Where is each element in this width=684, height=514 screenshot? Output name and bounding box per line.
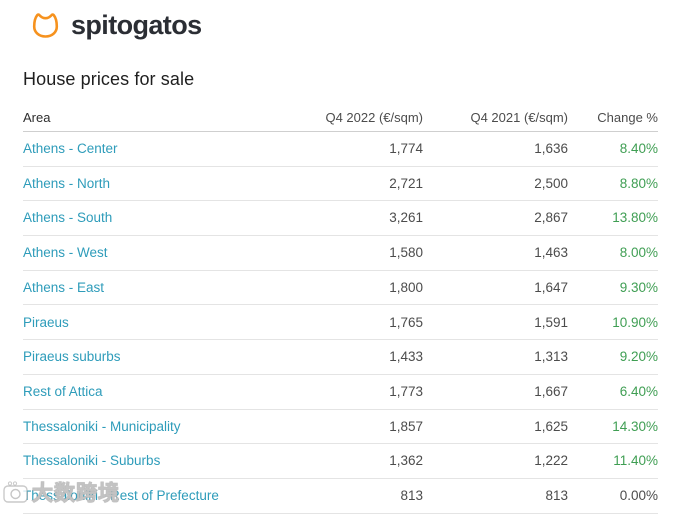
table-row: Thessaloniki - Rest of Prefecture 813 81…: [23, 479, 658, 514]
area-link[interactable]: Thessaloniki - Suburbs: [23, 453, 161, 469]
change-value: 8.80%: [619, 175, 658, 191]
house-prices-table: Area Q4 2022 (€/sqm) Q4 2021 (€/sqm) Cha…: [23, 103, 658, 514]
q4-2021-value: 2,500: [534, 175, 568, 191]
q4-2022-value: 1,362: [389, 453, 423, 469]
table-row: Rest of Attica 1,773 1,667 6.40%: [23, 375, 658, 410]
q4-2021-value: 1,313: [534, 349, 568, 365]
change-value: 9.30%: [619, 279, 658, 295]
cat-icon: [32, 13, 59, 38]
col-header-q4-2022: Q4 2022 (€/sqm): [325, 109, 423, 125]
q4-2022-value: 813: [400, 487, 423, 503]
change-value: 6.40%: [619, 383, 658, 399]
change-value: 0.00%: [619, 487, 658, 503]
col-header-area: Area: [23, 109, 51, 125]
q4-2021-value: 1,463: [534, 245, 568, 261]
area-link[interactable]: Thessaloniki - Rest of Prefecture: [23, 487, 219, 503]
q4-2021-value: 1,667: [534, 383, 568, 399]
q4-2021-value: 1,222: [534, 453, 568, 469]
q4-2021-value: 813: [545, 487, 568, 503]
change-value: 8.40%: [619, 141, 658, 157]
table-row: Athens - East 1,800 1,647 9.30%: [23, 271, 658, 306]
change-value: 11.40%: [613, 453, 658, 469]
logo-wordmark: spitogatos: [71, 10, 202, 40]
change-value: 8.00%: [619, 245, 658, 261]
q4-2022-value: 1,800: [389, 279, 423, 295]
q4-2022-value: 1,580: [389, 245, 423, 261]
table-row: Athens - South 3,261 2,867 13.80%: [23, 201, 658, 237]
area-link[interactable]: Athens - South: [23, 210, 113, 226]
area-link[interactable]: Piraeus: [23, 314, 69, 330]
area-link[interactable]: Rest of Attica: [23, 383, 103, 399]
q4-2022-value: 1,773: [389, 383, 423, 399]
table-header-row: Area Q4 2022 (€/sqm) Q4 2021 (€/sqm) Cha…: [23, 103, 658, 132]
area-link[interactable]: Athens - East: [23, 279, 105, 295]
table-row: Athens - Center 1,774 1,636 8.40%: [23, 132, 658, 167]
q4-2021-value: 2,867: [534, 210, 568, 226]
q4-2022-value: 3,261: [389, 210, 423, 226]
q4-2021-value: 1,625: [534, 418, 568, 434]
col-header-q4-2021: Q4 2021 (€/sqm): [470, 109, 568, 125]
q4-2022-value: 1,433: [389, 349, 423, 365]
q4-2022-value: 1,857: [389, 418, 423, 434]
q4-2022-value: 1,774: [389, 141, 423, 157]
q4-2021-value: 1,647: [534, 279, 568, 295]
table-row: Athens - North 2,721 2,500 8.80%: [23, 167, 658, 202]
col-header-change: Change %: [597, 109, 658, 125]
spitogatos-logo[interactable]: spitogatos: [29, 11, 202, 40]
table-row: Thessaloniki - Suburbs 1,362 1,222 11.40…: [23, 444, 658, 479]
q4-2021-value: 1,591: [534, 314, 568, 330]
area-link[interactable]: Athens - West: [23, 245, 108, 261]
area-link[interactable]: Athens - Center: [23, 141, 118, 157]
q4-2022-value: 2,721: [389, 175, 423, 191]
change-value: 10.90%: [612, 314, 658, 330]
area-link[interactable]: Athens - North: [23, 175, 111, 191]
q4-2022-value: 1,765: [389, 314, 423, 330]
q4-2021-value: 1,636: [534, 141, 568, 157]
table-row: Thessaloniki - Municipality 1,857 1,625 …: [23, 410, 658, 445]
table-row: Piraeus 1,765 1,591 10.90%: [23, 305, 658, 341]
change-value: 13.80%: [612, 210, 658, 226]
table-row: Athens - West 1,580 1,463 8.00%: [23, 236, 658, 271]
change-value: 9.20%: [619, 349, 658, 365]
table-row: Piraeus suburbs 1,433 1,313 9.20%: [23, 340, 658, 375]
page-title: House prices for sale: [23, 69, 195, 89]
change-value: 14.30%: [612, 418, 658, 434]
area-link[interactable]: Piraeus suburbs: [23, 349, 121, 365]
area-link[interactable]: Thessaloniki - Municipality: [23, 418, 181, 434]
